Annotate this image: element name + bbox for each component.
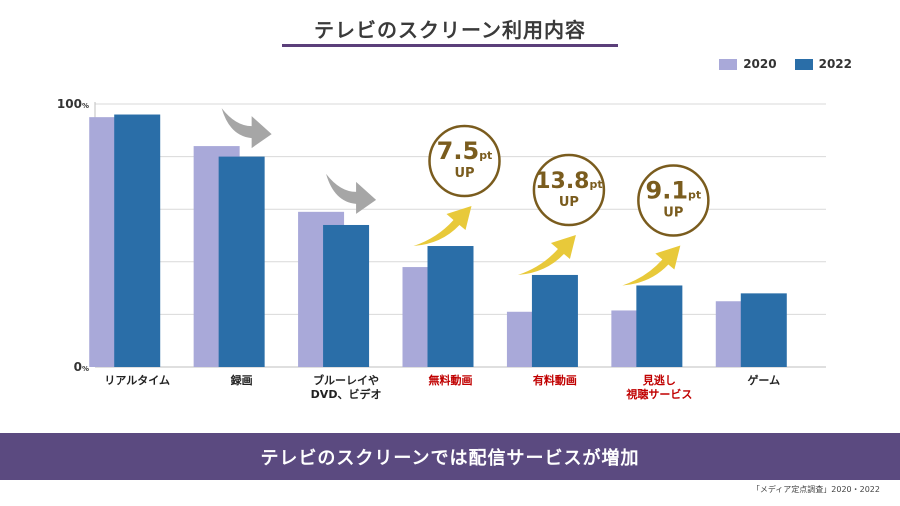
source-note: 「メディア定点調査」2020・2022 [751, 485, 880, 494]
bar-2022-3 [427, 246, 474, 367]
bar-2022-6 [740, 293, 787, 367]
arrow-shape [326, 173, 377, 214]
legend-swatch-2020 [719, 58, 738, 70]
trend-arrow-up-3 [413, 206, 472, 247]
arrow-shape [413, 206, 472, 247]
arrow-shape [221, 108, 272, 149]
legend-label-2020: 2020 [743, 57, 777, 71]
legend-item-2020: 2020 [719, 57, 777, 71]
y-tick-label: 100% [57, 97, 89, 111]
category-label-2: ブルーレイや DVD、ビデオ [311, 373, 382, 401]
bar-2022-0 [114, 114, 161, 368]
legend-label-2022: 2022 [818, 57, 852, 71]
category-label-1: 録画 [231, 373, 253, 387]
legend: 2020 2022 [719, 57, 852, 71]
badge-circle [637, 164, 710, 237]
badge-sub: UP [454, 166, 474, 181]
trend-arrow-up-4 [517, 234, 576, 275]
y-tick-label: 0% [74, 360, 89, 374]
badge-value: 7.5pt [437, 137, 493, 165]
chart-title: テレビのスクリーン利用内容 [314, 18, 586, 42]
badge-sub: UP [663, 205, 683, 220]
trend-arrow-down-2 [326, 173, 377, 214]
bar-2022-2 [323, 224, 370, 367]
arrow-shape [622, 245, 681, 286]
badge-sub: UP [559, 195, 579, 210]
category-label-4: 有料動画 [533, 373, 577, 387]
arrow-shape [517, 234, 576, 275]
title-underline [282, 44, 618, 47]
badge-value: 9.1pt [646, 176, 702, 204]
badge-value: 13.8pt [535, 169, 602, 194]
bar-chart: 0% 100% リアルタイム 録画 ブルーレイや DVD、ビデオ 無料動画 有料動画 見逃し視聴… [57, 97, 826, 401]
category-label-5: 見逃し視聴サービス [625, 373, 692, 401]
bar-2022-1 [218, 156, 265, 367]
category-label-6: ゲーム [747, 373, 780, 387]
legend-swatch-2022 [794, 58, 813, 70]
bar-2022-5 [636, 285, 683, 367]
trend-arrow-up-5 [622, 245, 681, 286]
legend-item-2022: 2022 [794, 57, 852, 71]
summary-banner: テレビのスクリーンでは配信サービスが増加 [0, 433, 900, 480]
badge-circle [428, 124, 501, 198]
bar-2022-4 [531, 274, 578, 367]
badge-circle [532, 153, 606, 227]
trend-arrow-down-1 [221, 108, 272, 149]
category-label-3: 無料動画 [429, 373, 473, 387]
category-label-0: リアルタイム [104, 374, 170, 387]
